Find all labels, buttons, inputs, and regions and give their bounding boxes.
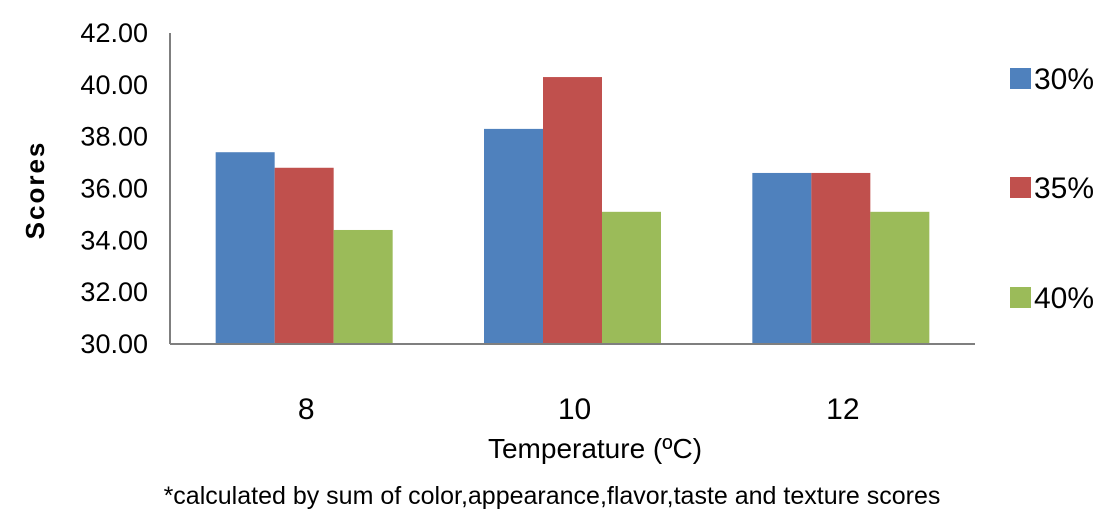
y-tick-label: 42.00 <box>80 18 148 48</box>
legend-swatch <box>1010 68 1031 89</box>
legend-swatch <box>1010 287 1031 308</box>
bars-layer <box>215 77 930 344</box>
y-tick-label: 36.00 <box>80 174 148 204</box>
legend-label: 40% <box>1034 282 1094 315</box>
y-tick-label: 34.00 <box>80 225 148 255</box>
bar-30pct-12 <box>752 172 812 344</box>
axes-layer <box>169 33 975 345</box>
bar-35pct-8 <box>274 167 334 344</box>
y-tick-labels: 30.00 32.00 34.00 36.00 38.00 40.00 42.00 <box>80 18 148 359</box>
y-tick-label: 38.00 <box>80 122 148 152</box>
bar-40pct-12 <box>870 211 930 344</box>
x-tick-label: 10 <box>558 393 591 426</box>
bar-40pct-10 <box>602 211 661 344</box>
legend: 30% 35% 40% <box>1010 63 1094 315</box>
y-axis-title: Scores <box>20 141 50 240</box>
legend-label: 35% <box>1034 172 1094 205</box>
y-tick-label: 40.00 <box>80 70 148 100</box>
bar-35pct-12 <box>811 172 871 344</box>
bar-30pct-10 <box>484 128 543 344</box>
bar-35pct-10 <box>543 77 602 344</box>
legend-swatch <box>1010 177 1031 198</box>
x-tick-label: 12 <box>826 393 859 426</box>
footnote: *calculated by sum of color,appearance,f… <box>164 482 941 510</box>
y-tick-label: 32.00 <box>80 277 148 307</box>
bar-30pct-8 <box>215 152 275 344</box>
y-tick-label: 30.00 <box>80 329 148 359</box>
x-tick-labels: 8 10 12 <box>298 393 860 426</box>
bar-40pct-8 <box>333 229 393 344</box>
x-tick-label: 8 <box>298 393 315 426</box>
legend-label: 30% <box>1034 63 1094 96</box>
x-axis-title: Temperature (ºC) <box>488 433 702 464</box>
